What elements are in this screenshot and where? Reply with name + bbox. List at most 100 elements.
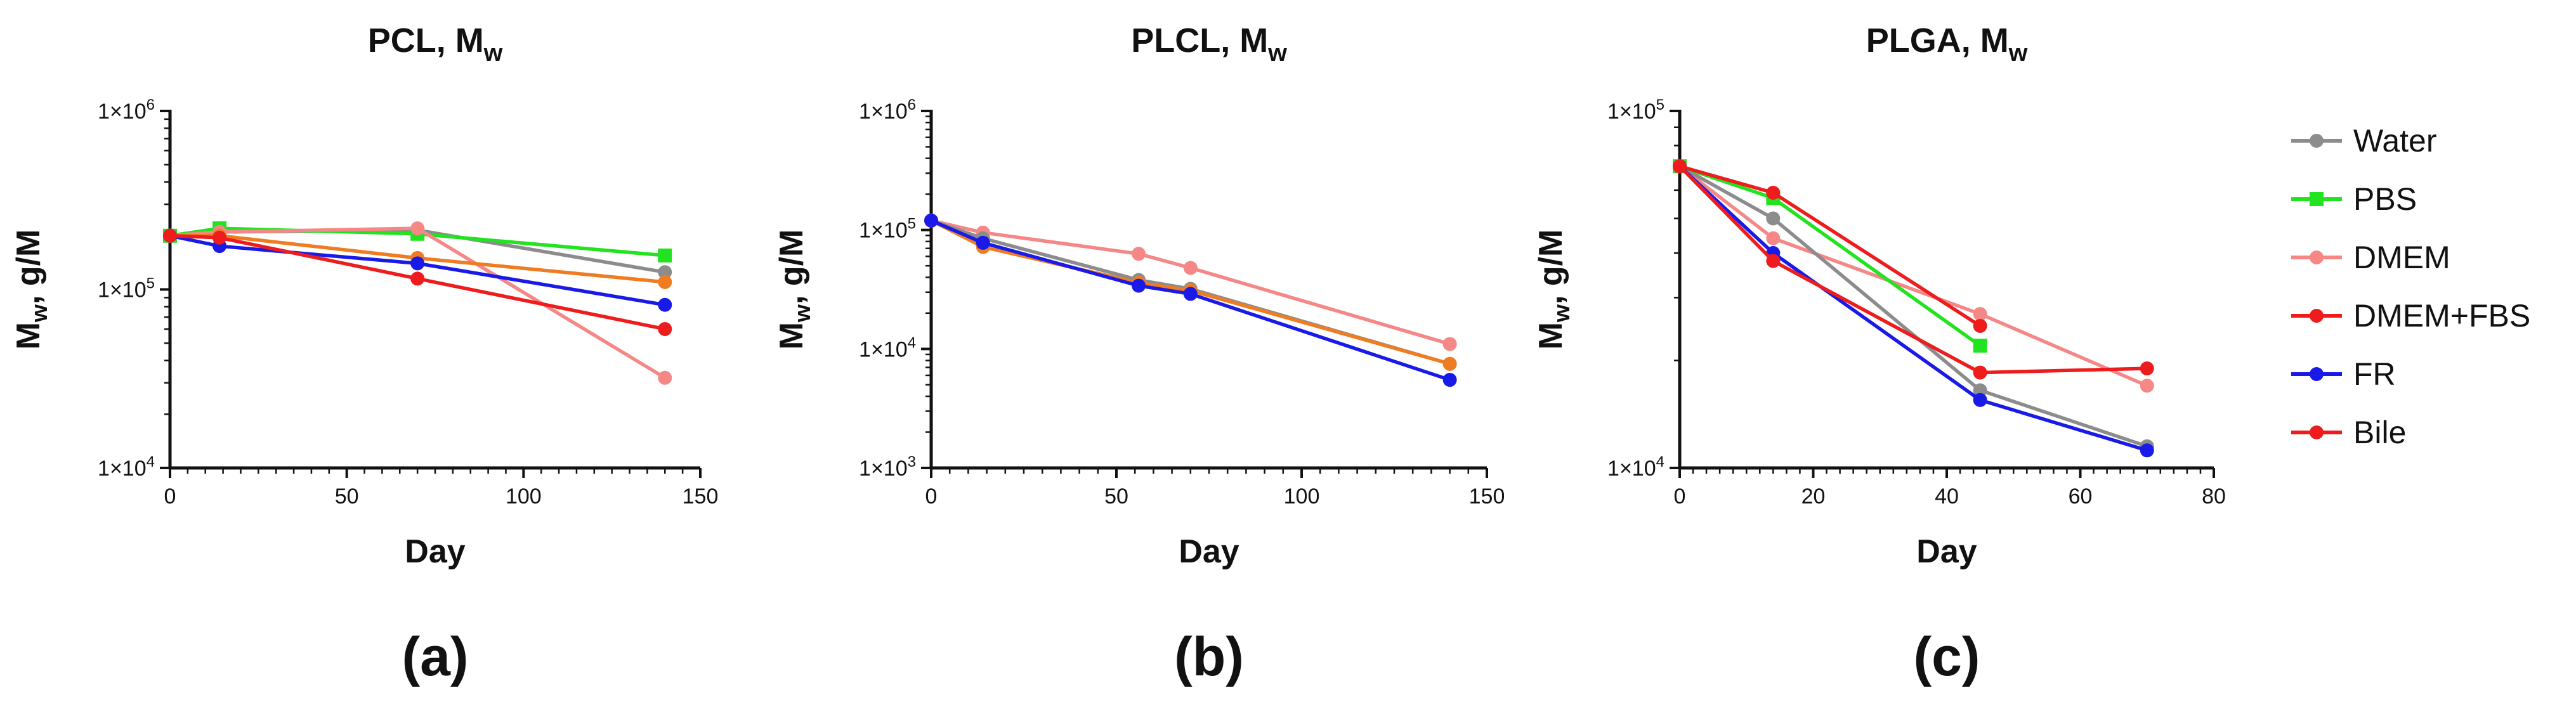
legend-label: Water: [2353, 123, 2437, 159]
data-point: [976, 235, 990, 250]
data-point: [410, 271, 425, 286]
data-point: [1973, 392, 1987, 407]
legend-marker: [2310, 367, 2324, 381]
chart-panels: PCL, Mw 1×104 1×105 1×106 0 50 100 150 Day Mw, g/…: [10, 22, 2226, 687]
x-axis-label: Day: [1916, 533, 1977, 570]
series-line-fr: [169, 234, 665, 307]
data-point: [658, 321, 672, 336]
series-dmem: [163, 221, 672, 385]
data-point: [1766, 254, 1781, 268]
panel-label: (c): [1913, 626, 1980, 687]
legend: Water PBS DMEM DMEM+FBS FR Bile: [2291, 123, 2530, 450]
data-point: [2140, 361, 2154, 376]
chart-title: PLGA, Mw: [1866, 22, 2028, 67]
legend-marker: [2310, 134, 2324, 148]
x-tick-label: 50: [1104, 484, 1128, 509]
x-axis-label: Day: [405, 533, 465, 570]
y-tick-label: 1×106: [98, 96, 155, 124]
data-point: [1442, 356, 1457, 371]
series-fr: [924, 213, 1457, 387]
series-line-water: [1678, 164, 2148, 448]
legend-marker: [2310, 425, 2324, 439]
chart-title: PLCL, Mw: [1131, 22, 1287, 67]
x-tick-label: 0: [925, 484, 938, 509]
x-tick-label: 100: [506, 484, 542, 509]
legend-label: PBS: [2353, 181, 2417, 217]
legend-marker: [2310, 192, 2324, 206]
data-point: [1183, 261, 1198, 275]
x-tick-label: 60: [2069, 484, 2093, 509]
legend-item-fr: FR: [2291, 356, 2396, 392]
data-point: [1766, 211, 1781, 226]
data-point: [1973, 339, 1987, 353]
series-dmem-fbs: [1673, 159, 1987, 333]
legend-item-bile: Bile: [2291, 415, 2406, 450]
data-point: [1973, 365, 1987, 380]
x-tick-label: 0: [164, 484, 176, 509]
y-tick-label: 1×103: [859, 453, 916, 481]
data-point: [1973, 383, 1987, 398]
x-tick-label: 50: [335, 484, 359, 509]
data-point: [658, 297, 672, 312]
legend-marker: [2310, 309, 2324, 323]
series-bile: [163, 228, 672, 336]
data-point: [658, 370, 672, 385]
data-point: [658, 248, 672, 263]
x-axis-label: Day: [1179, 533, 1239, 570]
chart-c: PLGA, Mw 1×104 1×105 0 20 40 60 80 Day Mw, g/M (c): [1533, 22, 2226, 687]
data-point: [1132, 247, 1146, 261]
series-line-fr: [1678, 165, 2148, 452]
y-tick-label: 1×104: [1607, 453, 1664, 481]
legend-label: DMEM: [2353, 240, 2450, 275]
data-point: [2140, 443, 2154, 458]
x-tick-label: 20: [1801, 484, 1826, 509]
data-point: [1673, 159, 1687, 174]
data-point: [2140, 379, 2154, 393]
data-point: [410, 221, 425, 236]
legend-marker: [2310, 250, 2324, 264]
x-tick-label: 150: [1469, 484, 1505, 509]
y-tick-label: 1×104: [98, 453, 155, 481]
series-line-dmem: [169, 226, 666, 380]
panel-label: (a): [402, 626, 468, 687]
data-point: [1183, 287, 1198, 301]
data-point: [1766, 186, 1781, 200]
data-point: [924, 213, 938, 228]
legend-item-pbs: PBS: [2291, 181, 2417, 217]
legend-item-dmem: DMEM: [2291, 240, 2450, 275]
series-dmem: [1673, 159, 2154, 393]
data-point: [212, 230, 227, 245]
legend-label: DMEM+FBS: [2353, 298, 2530, 334]
panel-label: (b): [1174, 626, 1244, 687]
y-axis-label: Mw, g/M: [1533, 230, 1574, 350]
x-tick-label: 40: [1935, 484, 1959, 509]
x-tick-label: 150: [683, 484, 719, 509]
y-axis-label: Mw, g/M: [773, 230, 815, 350]
data-point: [163, 228, 177, 243]
legend-item-dmem-fbs: DMEM+FBS: [2291, 298, 2530, 334]
series-line-dmem: [1678, 165, 2148, 387]
data-point: [1442, 373, 1457, 387]
chart-b: PLCL, Mw 1×103 1×104 1×105 1×106 0 50 100 150 Day…: [773, 22, 1505, 687]
data-point: [410, 256, 425, 271]
y-tick-label: 1×106: [859, 96, 916, 124]
data-point: [1973, 307, 1987, 321]
series-line-bile: [1678, 165, 2147, 375]
data-point: [1973, 318, 1987, 333]
data-point: [658, 275, 672, 289]
chart-title: PCL, Mw: [368, 22, 503, 67]
series-water: [1673, 159, 2154, 453]
y-tick-label: 1×105: [1607, 96, 1664, 124]
chart-a: PCL, Mw 1×104 1×105 1×106 0 50 100 150 Day Mw, g/…: [10, 22, 718, 687]
y-axis-label: Mw, g/M: [10, 230, 52, 350]
legend-item-water: Water: [2291, 123, 2437, 159]
x-tick-label: 80: [2202, 484, 2226, 509]
y-tick-label: 1×105: [98, 275, 155, 302]
x-tick-label: 100: [1284, 484, 1320, 509]
data-point: [658, 265, 672, 280]
legend-label: Bile: [2353, 415, 2406, 450]
series-bile: [1673, 159, 2154, 380]
legend-label: FR: [2353, 356, 2396, 392]
y-tick-label: 1×104: [859, 334, 916, 361]
